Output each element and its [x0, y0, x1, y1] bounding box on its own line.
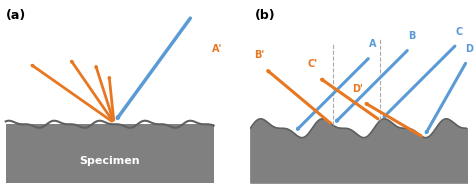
Text: D: D [465, 44, 473, 54]
Text: A': A' [212, 44, 222, 54]
Text: Specimen: Specimen [79, 156, 140, 166]
Text: C: C [456, 27, 463, 37]
Text: D': D' [352, 84, 363, 94]
Text: (b): (b) [255, 9, 275, 22]
FancyBboxPatch shape [6, 124, 214, 183]
Text: B': B' [254, 50, 264, 60]
Text: C': C' [308, 59, 318, 69]
Text: (a): (a) [6, 9, 26, 22]
Text: A: A [369, 39, 376, 49]
Text: B: B [408, 31, 415, 41]
